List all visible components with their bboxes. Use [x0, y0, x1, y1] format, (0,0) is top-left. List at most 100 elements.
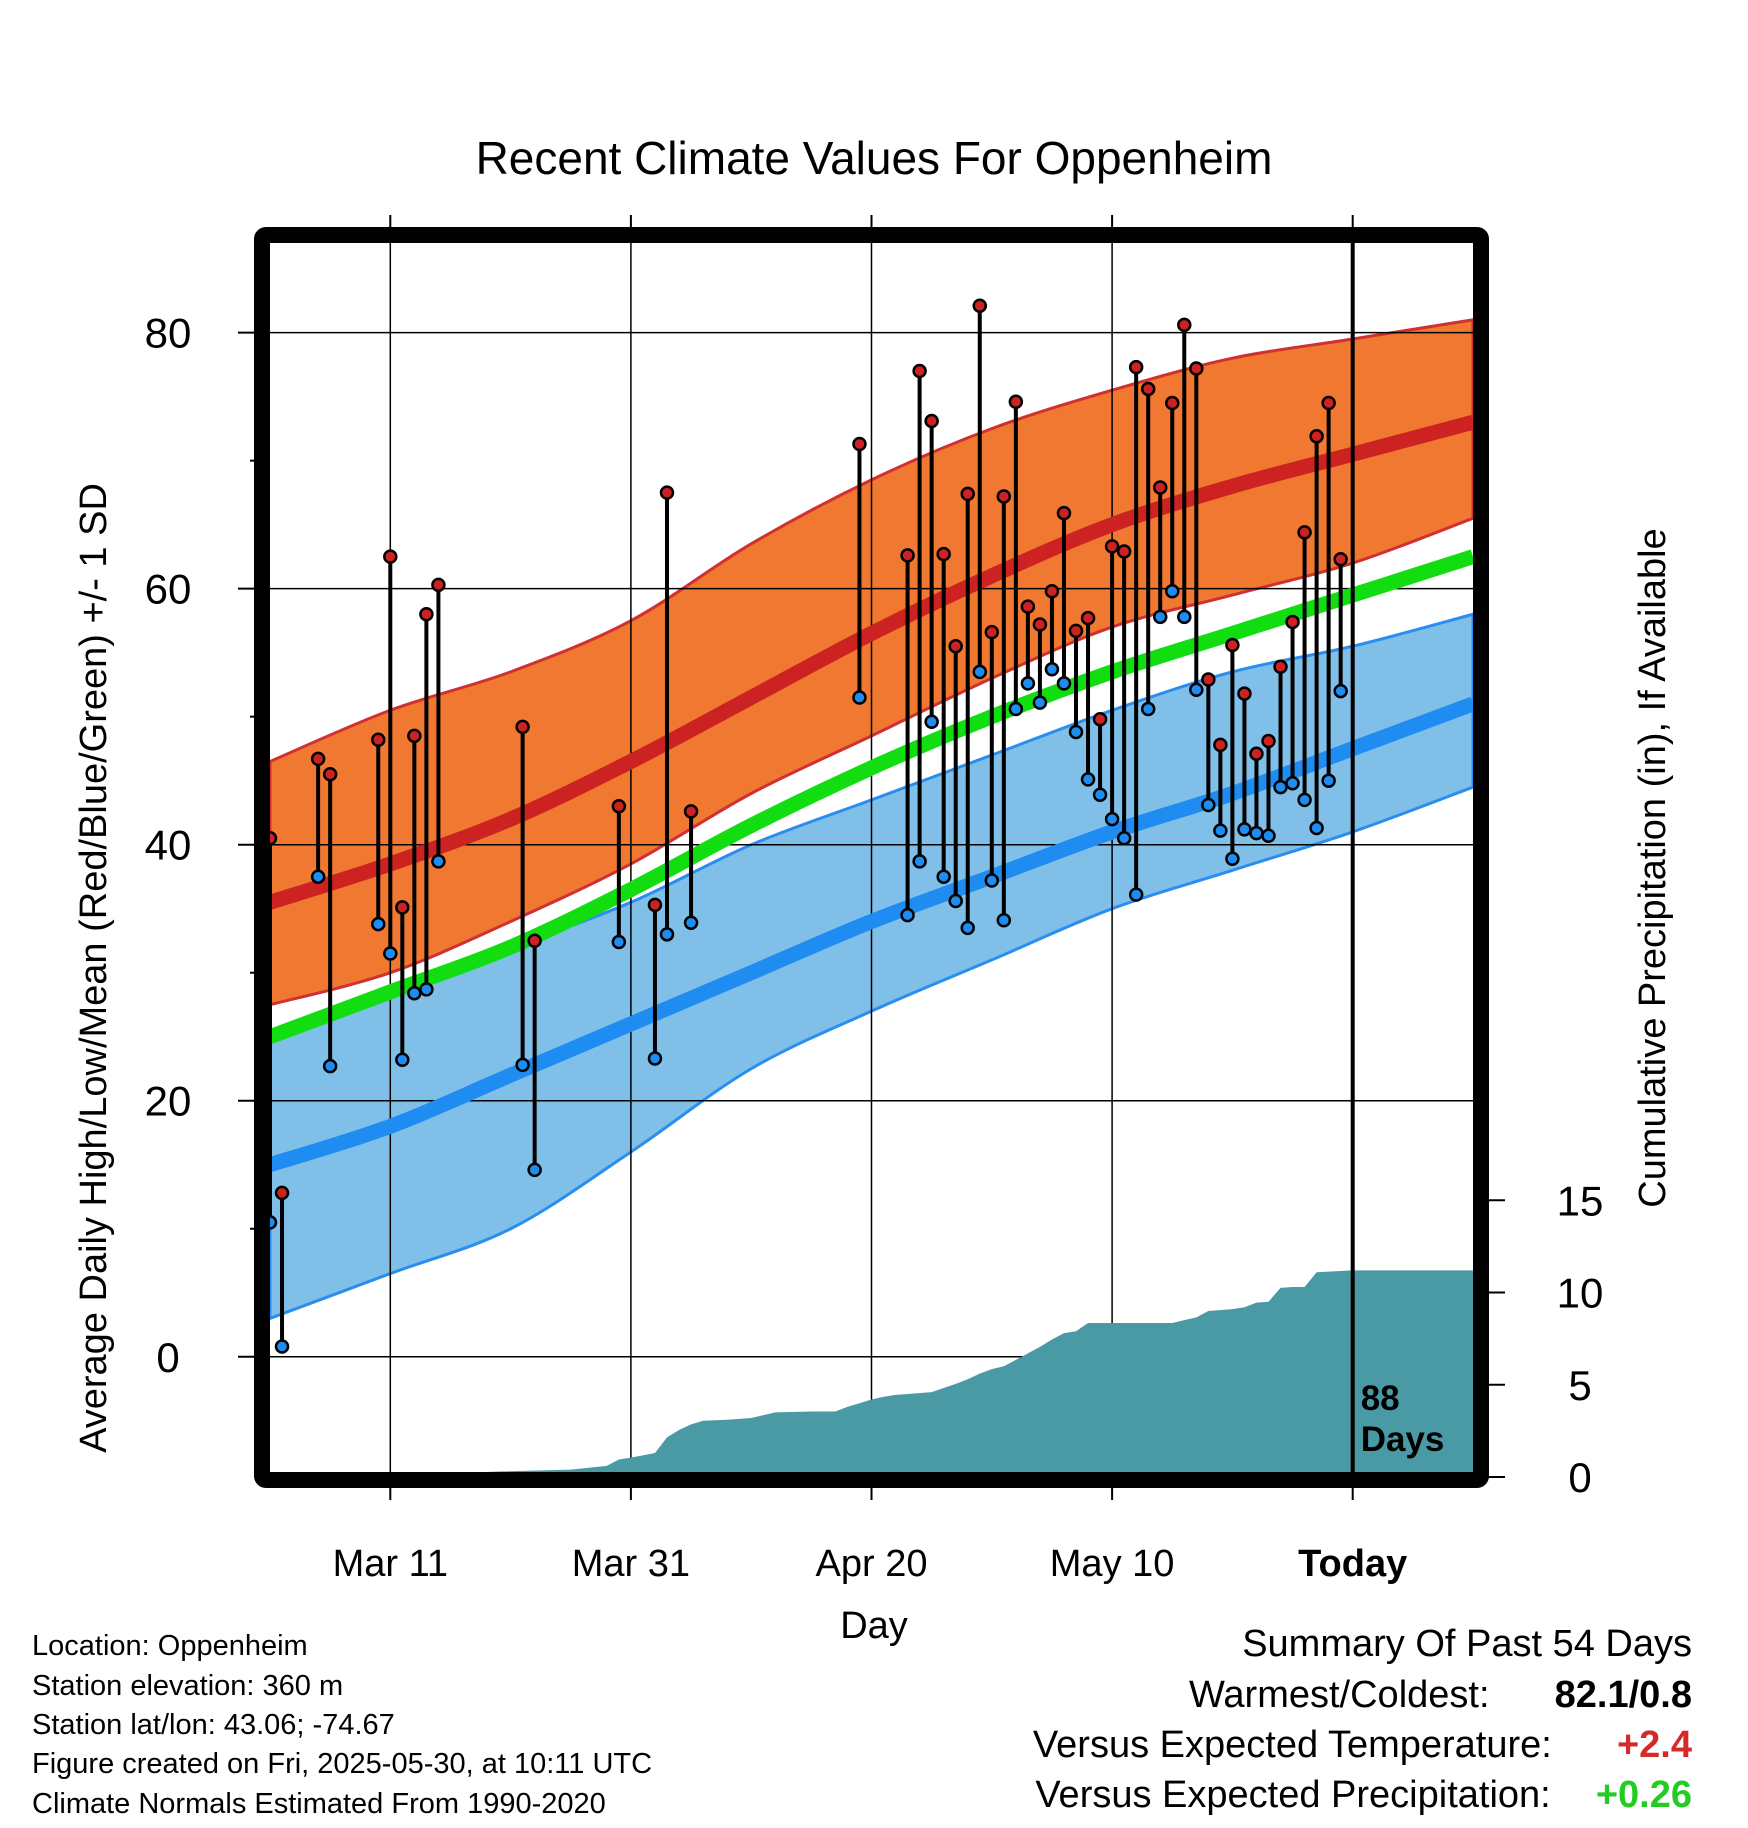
y-tick-label: 20 [145, 1078, 192, 1125]
temp-value: +2.4 [1616, 1724, 1692, 1766]
daily-low-point [1213, 823, 1228, 838]
daily-high-point [1237, 686, 1252, 701]
daily-low-point [936, 869, 951, 884]
y-tick-label: 80 [145, 310, 192, 357]
daily-high-point [1177, 317, 1192, 333]
warmest-coldest-value: 82.1/0.8 [1554, 1674, 1692, 1716]
daily-high-point [1104, 539, 1120, 554]
daily-high-point [1261, 733, 1276, 749]
daily-low-point [960, 920, 975, 936]
summary-title: Summary Of Past 54 Days [1242, 1623, 1692, 1665]
daily-low-point [1225, 851, 1240, 867]
daily-high-point [1297, 525, 1312, 540]
y-axis-label: Average Daily High/Low/Mean (Red/Blue/Gr… [73, 483, 115, 1453]
daily-high-point [1032, 617, 1048, 632]
daily-high-point [1020, 599, 1036, 614]
summary-temperature: Versus Expected Temperature: +2.4 [1033, 1726, 1692, 1764]
daily-high-point [1201, 672, 1216, 687]
daily-low-point [407, 985, 422, 1001]
x-tick-label: May 10 [1050, 1543, 1175, 1585]
daily-low-point [972, 664, 988, 680]
daily-low-point [1189, 682, 1204, 698]
daily-high-point [407, 728, 422, 744]
daily-high-point [1140, 381, 1156, 397]
daily-high-point [984, 624, 1000, 640]
daily-high-point [924, 413, 939, 429]
plot-inner [270, 243, 1473, 1472]
daily-low-point [1020, 676, 1036, 691]
daily-high-point [659, 485, 675, 500]
daily-low-point [1128, 887, 1144, 902]
daily-high-point [1068, 623, 1084, 639]
daily-high-point [395, 900, 410, 915]
daily-high-point [647, 897, 663, 913]
daily-low-point [659, 927, 675, 942]
daily-low-point [1261, 828, 1276, 843]
y2-tick-label: 10 [1557, 1270, 1604, 1317]
daily-low-point [1309, 820, 1324, 836]
precip-value: +0.26 [1595, 1774, 1692, 1816]
x-tick-label: Today [1298, 1543, 1407, 1585]
daily-low-point [1177, 609, 1192, 625]
daily-low-point [912, 854, 927, 869]
mean-normal-line [270, 549, 1473, 1044]
daily-high-point [996, 489, 1012, 504]
daily-low-point [1032, 695, 1048, 710]
daily-low-point [647, 1051, 663, 1066]
daily-low-point [1273, 779, 1288, 795]
x-tick-label: Apr 20 [816, 1543, 928, 1585]
daily-high-point [1044, 583, 1060, 599]
daily-high-point [1189, 361, 1204, 376]
daily-high-point [852, 436, 867, 452]
daily-low-point [1297, 792, 1312, 808]
x-tick-label: Mar 11 [333, 1543, 448, 1585]
daily-high-point [515, 719, 530, 735]
daily-low-point [948, 893, 963, 909]
high-normal-line [270, 414, 1473, 910]
daily-low-point [1104, 811, 1120, 827]
daily-high-point [274, 1185, 290, 1201]
y2-tick-label: 15 [1557, 1177, 1604, 1224]
daily-low-point [996, 912, 1012, 928]
daily-low-point [1165, 583, 1180, 599]
daily-low-point [683, 915, 699, 931]
today-marker-days-word: Days [1361, 1420, 1445, 1459]
y2-axis-label: Cumulative Precipitation (in), If Availa… [1632, 528, 1674, 1207]
warmest-coldest-label: Warmest/Coldest: [1188, 1674, 1490, 1716]
daily-high-point [1273, 659, 1288, 674]
daily-high-point [527, 933, 542, 948]
daily-high-point [960, 486, 975, 502]
daily-low-point [1056, 676, 1072, 691]
daily-low-point [1333, 683, 1348, 699]
daily-low-point [1044, 662, 1060, 677]
daily-low-point [527, 1162, 542, 1178]
daily-high-point [1092, 711, 1108, 727]
info-elevation: Station elevation: 360 m [32, 1670, 344, 1702]
daily-low-point [1152, 609, 1168, 625]
daily-low-point [419, 982, 434, 997]
daily-high-point [611, 799, 627, 814]
daily-low-point [984, 873, 1000, 888]
chart-title: Recent Climate Values For Oppenheim [476, 132, 1273, 184]
daily-high-point [270, 831, 278, 846]
precip-label: Versus Expected Precipitation: [1035, 1774, 1551, 1816]
daily-low-point [1321, 773, 1336, 788]
daily-high-point [431, 577, 446, 593]
daily-low-point [383, 946, 398, 961]
daily-high-point [1056, 505, 1072, 521]
daily-low-point [1068, 724, 1084, 740]
daily-high-point [900, 548, 915, 563]
info-created: Figure created on Fri, 2025-05-30, at 10… [32, 1748, 653, 1780]
daily-high-point [683, 804, 699, 819]
daily-low-point [274, 1339, 290, 1354]
daily-high-point [1165, 395, 1180, 411]
daily-low-point [395, 1052, 410, 1068]
y-tick-label: 60 [145, 566, 192, 613]
daily-low-point [1092, 787, 1108, 803]
daily-low-point [1140, 701, 1156, 717]
daily-low-point [1237, 822, 1252, 837]
daily-high-point [371, 732, 386, 747]
daily-high-point [1116, 544, 1132, 559]
